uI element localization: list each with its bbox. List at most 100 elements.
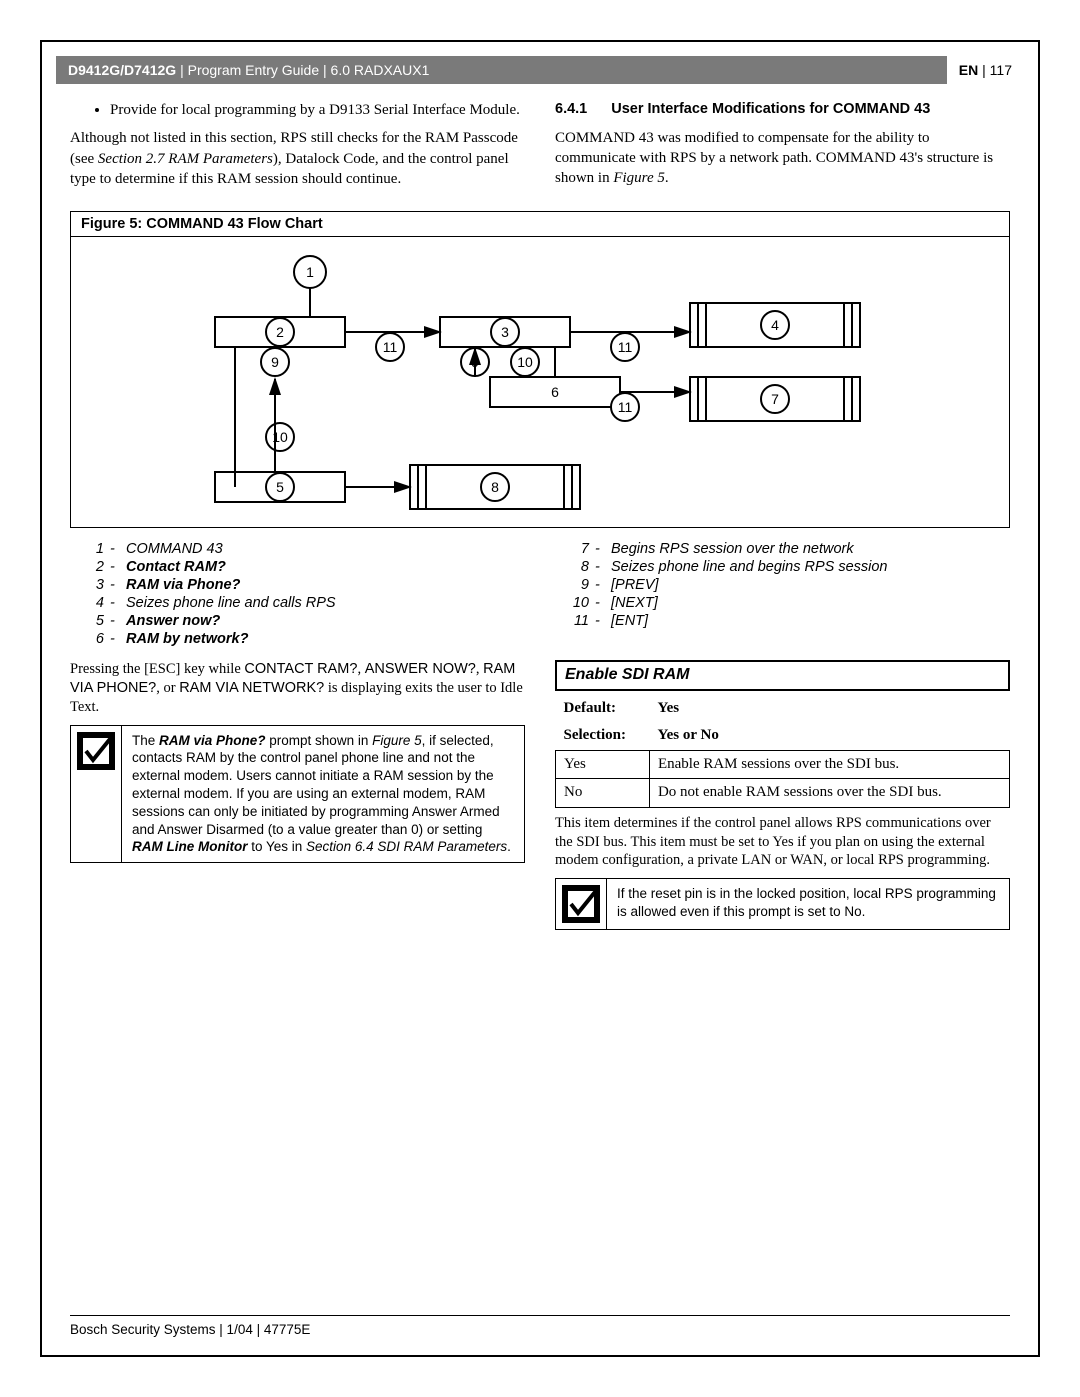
note-box-1: The RAM via Phone? prompt shown in Figur… <box>70 725 525 864</box>
note2-icon-cell <box>556 879 607 929</box>
n4: 4 <box>771 317 779 333</box>
legend-right: 7-Begins RPS session over the network8-S… <box>555 540 1010 648</box>
n11c: 11 <box>618 399 633 415</box>
legend-row: 7-Begins RPS session over the network <box>555 540 1010 558</box>
figure-body: 1 2 3 4 5 6 7 8 9 9 10 10 11 11 11 <box>71 237 1009 527</box>
note2-text: If the reset pin is in the locked positi… <box>607 879 1009 929</box>
opt-key: Yes <box>556 750 650 779</box>
left-column: Provide for local programming by a D9133… <box>70 100 525 195</box>
n1i2: Section 6.4 SDI RAM Parameters <box>306 839 507 854</box>
opt-val: Do not enable RAM sessions over the SDI … <box>649 779 1009 808</box>
header-sep: | <box>180 62 188 78</box>
esc-m3: , or <box>156 680 179 696</box>
legend-row: 10-[NEXT] <box>555 594 1010 612</box>
legend-row: 1-COMMAND 43 <box>70 540 525 558</box>
legend-num: 6 <box>70 631 104 647</box>
param-table: Default:Yes Selection:Yes or No YesEnabl… <box>555 695 1010 808</box>
legend-row: 9-[PREV] <box>555 576 1010 594</box>
legend-text: Seizes phone line and calls RPS <box>126 595 336 611</box>
legend-num: 1 <box>70 541 104 557</box>
header-page: EN | 117 <box>947 56 1024 84</box>
legend-dash: - <box>110 559 120 575</box>
top-columns: Provide for local programming by a D9133… <box>42 84 1038 205</box>
lower-columns: Pressing the [ESC] key while CONTACT RAM… <box>42 656 1038 940</box>
esc-m1: , <box>357 661 364 677</box>
legend-dash: - <box>110 595 120 611</box>
legend-row: 3-RAM via Phone? <box>70 576 525 594</box>
legend-num: 11 <box>555 613 589 629</box>
legend-num: 7 <box>555 541 589 557</box>
n9b: 9 <box>471 354 479 370</box>
opt-key: No <box>556 779 650 808</box>
n1b2: RAM Line Monitor <box>132 839 247 854</box>
left-para: Although not listed in this section, RPS… <box>70 128 525 189</box>
figure-title: Figure 5: COMMAND 43 Flow Chart <box>71 212 1009 237</box>
legend-row: 2-Contact RAM? <box>70 558 525 576</box>
n7: 7 <box>771 391 779 407</box>
n11a: 11 <box>383 339 398 355</box>
selection-val: Yes or No <box>649 722 1009 750</box>
legend-text: [ENT] <box>611 613 648 629</box>
legend-text: [NEXT] <box>611 595 658 611</box>
flowchart-svg: 1 2 3 4 5 6 7 8 9 9 10 10 11 11 11 <box>120 247 960 517</box>
n10b: 10 <box>517 354 533 370</box>
esc-pre: Pressing the [ESC] key while <box>70 661 244 677</box>
left-para-ref: Section 2.7 RAM Parameters <box>98 151 273 167</box>
header-product: D9412G/D7412G <box>68 62 176 78</box>
n3: 3 <box>501 324 509 340</box>
default-val: Yes <box>649 695 1009 723</box>
legend-text: Contact RAM? <box>126 559 226 575</box>
header-bar: D9412G/D7412G | Program Entry Guide | 6.… <box>56 56 1024 84</box>
header-left: D9412G/D7412G | Program Entry Guide | 6.… <box>56 56 947 84</box>
n2: 2 <box>276 324 284 340</box>
legend-num: 10 <box>555 595 589 611</box>
legend-dash: - <box>595 577 605 593</box>
check-icon <box>562 885 600 923</box>
legend-dash: - <box>110 541 120 557</box>
lower-left: Pressing the [ESC] key while CONTACT RAM… <box>70 660 525 930</box>
n1b1: RAM via Phone? <box>159 733 266 748</box>
section-title: User Interface Modifications for COMMAND… <box>611 100 930 120</box>
n8: 8 <box>491 479 499 495</box>
esc-k1: CONTACT RAM? <box>244 661 357 677</box>
legend-text: Answer now? <box>126 613 220 629</box>
legend-text: RAM by network? <box>126 631 248 647</box>
legend-num: 3 <box>70 577 104 593</box>
n1t2: prompt shown in <box>266 733 373 748</box>
legend-dash: - <box>595 541 605 557</box>
default-label: Default: <box>556 695 650 723</box>
escape-para: Pressing the [ESC] key while CONTACT RAM… <box>70 660 525 717</box>
note-box-2: If the reset pin is in the locked positi… <box>555 878 1010 930</box>
legend-left: 1-COMMAND 432-Contact RAM?3-RAM via Phon… <box>70 540 525 648</box>
header-sep2: | <box>323 62 331 78</box>
table-row: YesEnable RAM sessions over the SDI bus. <box>556 750 1010 779</box>
legend-num: 2 <box>70 559 104 575</box>
legend-dash: - <box>110 577 120 593</box>
right-column: 6.4.1 User Interface Modifications for C… <box>555 100 1010 195</box>
opt-val: Enable RAM sessions over the SDI bus. <box>649 750 1009 779</box>
param-title: Enable SDI RAM <box>555 660 1010 691</box>
table-row: NoDo not enable RAM sessions over the SD… <box>556 779 1010 808</box>
legend-row: 6-RAM by network? <box>70 630 525 648</box>
legend-num: 9 <box>555 577 589 593</box>
bullet-item: Provide for local programming by a D9133… <box>110 100 525 120</box>
legend-dash: - <box>595 613 605 629</box>
header-sep3: | <box>982 62 990 78</box>
legend: 1-COMMAND 432-Contact RAM?3-RAM via Phon… <box>42 536 1038 656</box>
legend-dash: - <box>110 613 120 629</box>
esc-k2: ANSWER NOW? <box>365 661 476 677</box>
section-number: 6.4.1 <box>555 100 587 120</box>
n1t5: . <box>507 839 511 854</box>
legend-text: Seizes phone line and begins RPS session <box>611 559 887 575</box>
n1i1: Figure 5 <box>372 733 422 748</box>
legend-num: 4 <box>70 595 104 611</box>
legend-text: [PREV] <box>611 577 659 593</box>
legend-dash: - <box>595 559 605 575</box>
esc-k4: RAM VIA NETWORK? <box>179 680 324 696</box>
right-para: COMMAND 43 was modified to compensate fo… <box>555 128 1010 189</box>
n1t4: to Yes in <box>247 839 306 854</box>
lower-right: Enable SDI RAM Default:Yes Selection:Yes… <box>555 660 1010 930</box>
n10a: 10 <box>272 429 288 445</box>
check-icon <box>77 732 115 770</box>
legend-text: COMMAND 43 <box>126 541 223 557</box>
